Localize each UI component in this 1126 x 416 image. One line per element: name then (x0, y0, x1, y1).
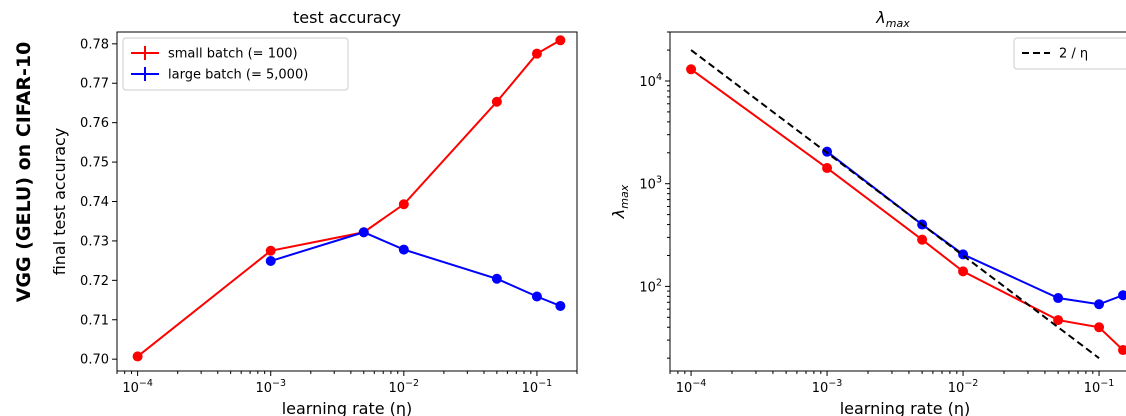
axes-frame (669, 31, 1126, 372)
row-label: VGG (GELU) on CIFAR-10 (13, 42, 35, 303)
data-point-s1-4 (1094, 299, 1105, 310)
data-point-s1-0 (265, 256, 276, 267)
data-point-s0-1 (822, 163, 833, 174)
x-tick-label: 10−4 (122, 378, 153, 396)
x-tick-label: 10−2 (948, 378, 979, 396)
y-tick-label: 0.74 (80, 195, 109, 210)
data-point-s1-2 (398, 244, 409, 255)
data-point-s0-5 (1094, 322, 1105, 333)
chart-title: test accuracy (293, 8, 401, 27)
data-point-s0-3 (958, 266, 969, 277)
x-tick-label: 10−1 (522, 378, 553, 396)
y-tick-label: 0.70 (80, 353, 109, 368)
legend-label: 2 / η (1059, 47, 1088, 62)
data-point-s0-1 (265, 245, 276, 256)
y-tick-label: 0.72 (80, 274, 109, 289)
data-point-s1-3 (491, 273, 502, 284)
legend-label: large batch (= 5,000) (168, 68, 308, 83)
y-tick-label: 0.75 (80, 156, 109, 171)
data-point-s1-3 (1053, 293, 1064, 304)
plot-area (132, 35, 566, 362)
lambda-max-panel: 10−4 10−3 10−2 10−1 102 103 104 λmax learning ra… (609, 8, 1126, 416)
x-tick-label: 10−4 (676, 378, 707, 396)
data-point-s0-0 (132, 351, 143, 362)
x-tick-label: 10−3 (812, 378, 843, 396)
y-tick-label: 0.78 (80, 37, 109, 52)
y-tick-label: 0.77 (80, 77, 109, 92)
x-tick-label: 10−3 (255, 378, 286, 396)
data-point-s1-1 (358, 227, 369, 238)
y-tick-label: 103 (639, 175, 662, 193)
chart-title: λmax (875, 8, 910, 30)
data-point-s0-0 (686, 64, 697, 75)
data-point-s0-6 (1118, 345, 1126, 356)
y-tick-label: 102 (639, 277, 662, 295)
y-axis-label: λmax (609, 184, 631, 219)
legend-box (1013, 37, 1126, 70)
data-point-s1-5 (555, 300, 566, 311)
legend-label: small batch (= 100) (168, 47, 298, 62)
y-tick-label: 0.73 (80, 234, 109, 249)
x-tick-label: 10−1 (1084, 378, 1115, 396)
data-point-s0-3 (398, 199, 409, 210)
series-line-0 (690, 68, 1124, 351)
data-point-s1-4 (531, 291, 542, 302)
series-line-2 (690, 49, 1100, 359)
data-point-s1-5 (1118, 290, 1126, 301)
y-tick-label: 0.71 (80, 313, 109, 328)
data-point-s0-5 (531, 48, 542, 59)
test-accuracy-panel: 10−4 10−3 10−2 10−1 0.70 0.71 0.72 0.73 0.74 0.75… (50, 8, 578, 416)
y-tick-label: 104 (639, 72, 662, 90)
series-line-1 (826, 150, 1124, 306)
data-point-s0-2 (917, 234, 928, 245)
y-axis-label: final test accuracy (50, 128, 69, 276)
data-point-s0-4 (491, 96, 502, 107)
data-point-s0-4 (1053, 315, 1064, 326)
legend-box (122, 37, 349, 91)
series-line-1 (270, 231, 561, 307)
x-axis-label: learning rate (η) (282, 399, 413, 416)
plot-area (686, 49, 1126, 359)
y-tick-label: 0.76 (80, 116, 109, 131)
x-tick-label: 10−2 (389, 378, 420, 396)
x-axis-label: learning rate (η) (840, 399, 971, 416)
data-point-s0-6 (555, 35, 566, 46)
